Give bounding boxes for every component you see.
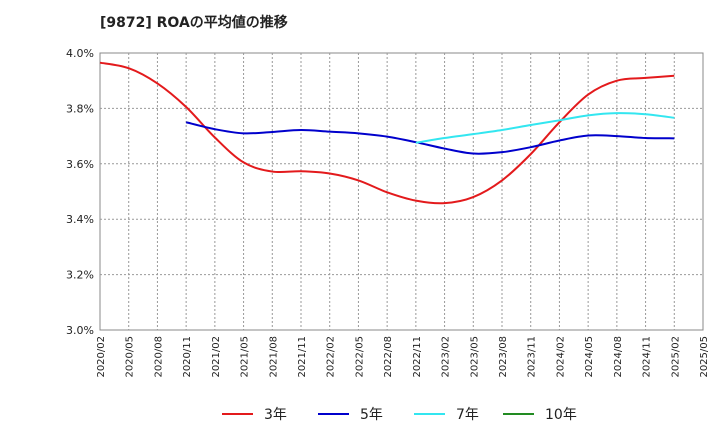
x-tick-label: 2021/08 bbox=[268, 336, 279, 378]
x-tick-label: 2020/02 bbox=[96, 336, 107, 378]
x-tick-label: 2022/02 bbox=[326, 336, 337, 378]
x-tick-label: 2025/02 bbox=[670, 336, 681, 378]
series-line-5年 bbox=[185, 121, 675, 155]
x-tick-label: 2022/08 bbox=[383, 336, 394, 378]
y-tick-label: 3.8% bbox=[66, 102, 94, 115]
legend: 3年 5年 7年 10年 bbox=[222, 407, 577, 423]
y-tick-label: 3.4% bbox=[66, 213, 94, 226]
x-tick-label: 2021/05 bbox=[240, 336, 251, 378]
x-tick-label: 2023/11 bbox=[527, 336, 538, 378]
x-tick-label: 2020/11 bbox=[182, 336, 193, 378]
plot-area bbox=[99, 52, 704, 331]
x-tick-label: 2021/11 bbox=[297, 336, 308, 378]
grid-lines bbox=[100, 53, 703, 330]
x-tick-label: 2021/02 bbox=[211, 336, 222, 378]
x-tick-label: 2025/05 bbox=[699, 336, 710, 378]
x-tick-label: 2020/08 bbox=[153, 336, 164, 378]
y-tick-label: 3.2% bbox=[66, 269, 94, 282]
series-lines bbox=[99, 61, 675, 205]
x-tick-label: 2022/05 bbox=[354, 336, 365, 378]
x-tick-label: 2024/08 bbox=[613, 336, 624, 378]
legend-label-5年: 5年 bbox=[360, 407, 383, 423]
y-tick-label: 3.6% bbox=[66, 158, 94, 171]
x-tick-label: 2024/11 bbox=[642, 336, 653, 378]
y-tick-label: 4.0% bbox=[66, 47, 94, 60]
x-tick-label: 2023/08 bbox=[498, 336, 509, 378]
x-tick-label: 2024/05 bbox=[584, 336, 595, 378]
legend-label-7年: 7年 bbox=[456, 407, 479, 423]
x-tick-label: 2020/05 bbox=[125, 336, 136, 378]
series-line-3年 bbox=[99, 61, 675, 205]
legend-label-10年: 10年 bbox=[545, 407, 577, 423]
axis-tick-labels: 2020/02 2020/05 2020/08 2020/11 2021/02 2021/… bbox=[66, 47, 710, 378]
x-tick-label: 2023/05 bbox=[469, 336, 480, 378]
y-tick-label: 3.0% bbox=[66, 324, 94, 337]
series-line-7年 bbox=[415, 112, 675, 144]
x-tick-label: 2022/11 bbox=[412, 336, 423, 378]
x-tick-label: 2024/02 bbox=[555, 336, 566, 378]
x-tick-label: 2023/02 bbox=[441, 336, 452, 378]
chart-title: [9872] ROAの平均値の推移 bbox=[100, 15, 288, 31]
legend-label-3年: 3年 bbox=[264, 407, 287, 423]
